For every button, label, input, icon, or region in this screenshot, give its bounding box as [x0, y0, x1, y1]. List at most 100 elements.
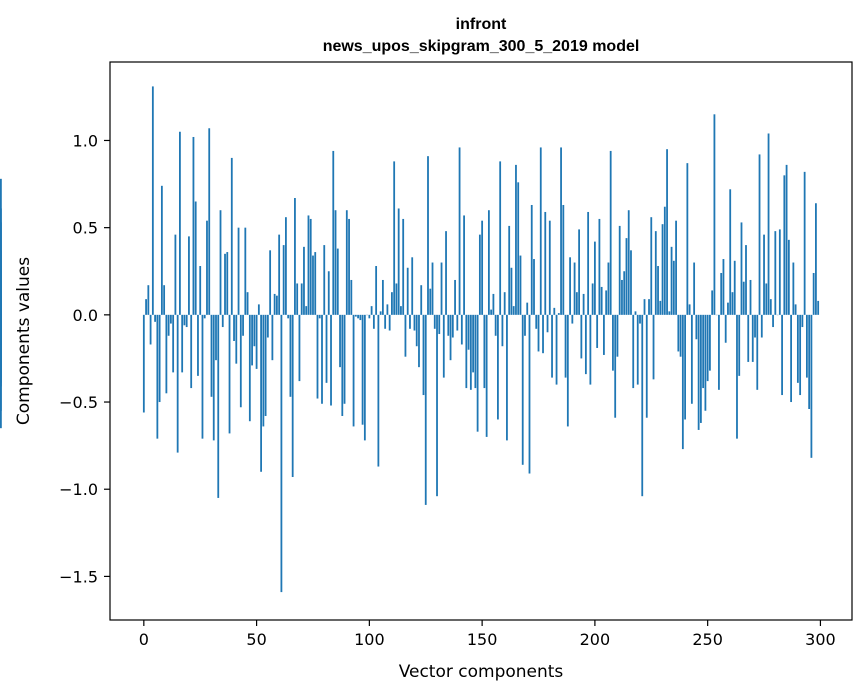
bar: [535, 314, 538, 329]
x-tick-label: 150: [467, 630, 498, 649]
bar: [300, 283, 303, 315]
bar: [219, 210, 222, 315]
bar: [472, 314, 474, 373]
x-tick-label: 50: [246, 630, 266, 649]
bar: [199, 266, 202, 315]
bar: [740, 222, 743, 315]
bar: [551, 314, 553, 378]
bar: [354, 314, 357, 317]
bar: [361, 314, 364, 425]
bar: [194, 201, 197, 315]
bar: [731, 292, 734, 315]
bar: [661, 224, 664, 315]
bar: [147, 285, 150, 315]
bar: [506, 314, 508, 441]
bar: [652, 314, 655, 380]
bar: [600, 286, 603, 315]
bar: [294, 198, 296, 315]
bar: [763, 234, 765, 315]
bar: [492, 293, 495, 315]
bar: [564, 314, 567, 378]
bar: [476, 314, 479, 432]
bar: [747, 314, 750, 362]
bar: [799, 314, 802, 396]
x-axis-label: Vector components: [399, 662, 564, 682]
bar: [309, 218, 312, 315]
bar: [388, 314, 391, 331]
bar: [704, 314, 707, 411]
bar: [381, 279, 384, 315]
bar: [512, 306, 515, 315]
bar: [242, 314, 244, 336]
x-tick-label: 0: [139, 630, 149, 649]
bar: [413, 314, 416, 331]
bar: [530, 204, 533, 315]
bar: [226, 252, 229, 315]
bar: [621, 279, 623, 315]
bar: [681, 314, 684, 450]
bar: [224, 253, 226, 315]
bar: [756, 314, 759, 390]
bar: [557, 313, 560, 315]
bar: [303, 246, 305, 315]
bar: [350, 279, 353, 315]
bar: [510, 267, 513, 315]
bar: [499, 161, 502, 315]
bar: [481, 220, 484, 315]
bar: [485, 314, 488, 437]
bar: [239, 314, 242, 408]
bar: [790, 314, 792, 403]
bar: [767, 133, 770, 315]
bar: [409, 314, 411, 329]
bar: [463, 215, 465, 315]
bar: [375, 266, 378, 315]
bar: [639, 314, 641, 324]
bar: [312, 255, 314, 315]
bar: [307, 215, 310, 315]
bar: [172, 314, 175, 373]
bar: [519, 255, 522, 315]
bar: [517, 182, 520, 315]
bar: [548, 220, 551, 315]
bar: [415, 314, 418, 347]
bar: [623, 271, 626, 315]
bar: [345, 210, 348, 315]
bar: [424, 314, 427, 505]
x-tick-label: 100: [354, 630, 385, 649]
bar: [427, 156, 429, 315]
x-tick-label: 250: [692, 630, 723, 649]
bar: [679, 314, 682, 357]
bar: [244, 227, 247, 315]
bar: [169, 314, 172, 324]
bar: [555, 314, 558, 385]
bar: [742, 281, 745, 315]
bar: [508, 225, 511, 315]
bar: [560, 147, 562, 315]
y-tick-label: −1.0: [59, 480, 98, 499]
y-axis: −1.5 −1.0 −0.5 0.0 0.5 1.0: [59, 131, 110, 586]
bar: [456, 314, 459, 331]
bar: [460, 314, 463, 345]
bar: [264, 314, 267, 416]
bar: [372, 314, 375, 329]
bar: [260, 314, 262, 472]
bar: [192, 136, 195, 315]
bar: [533, 259, 535, 315]
bar: [341, 314, 344, 416]
bar: [596, 314, 599, 348]
x-tick-label: 300: [805, 630, 836, 649]
bar: [436, 314, 438, 497]
bar: [659, 300, 662, 315]
bar: [451, 314, 454, 338]
bar: [654, 231, 657, 315]
bar: [386, 304, 389, 315]
bar: [573, 262, 576, 315]
bar: [145, 299, 147, 315]
bar: [149, 314, 152, 345]
bar: [465, 314, 468, 389]
bar: [720, 272, 723, 315]
bar: [675, 220, 677, 315]
bar: [438, 314, 441, 335]
bar: [686, 163, 689, 315]
bar: [246, 292, 249, 315]
